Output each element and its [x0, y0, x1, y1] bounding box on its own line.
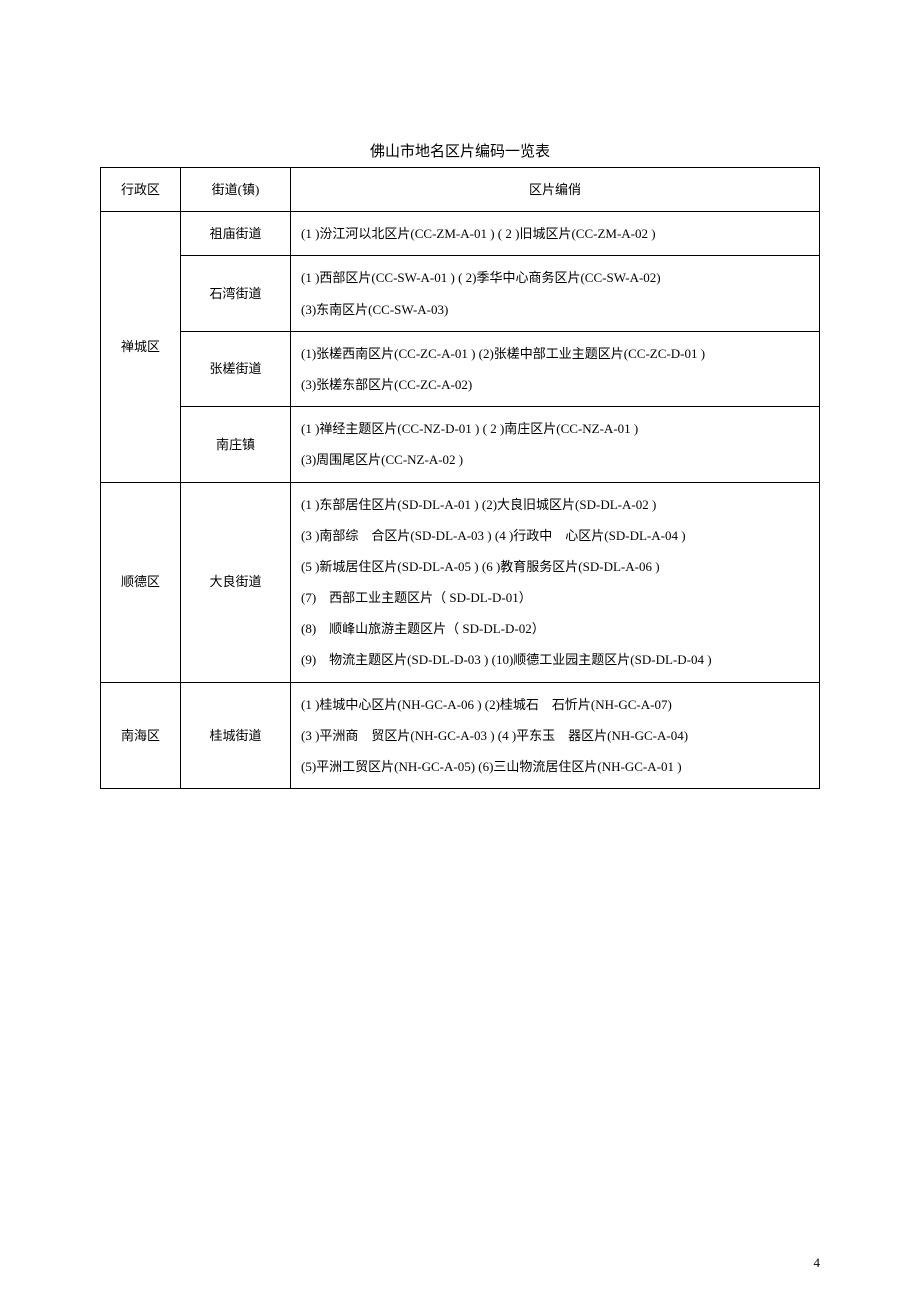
code-cell: (1 )汾江河以北区片(CC-ZM-A-01 ) ( 2 )旧城区片(CC-ZM… — [291, 212, 820, 256]
codes-table: 行政区 街道(镇) 区片编俏 禅城区祖庙街道(1 )汾江河以北区片(CC-ZM-… — [100, 167, 820, 789]
street-cell: 大良街道 — [181, 482, 291, 682]
code-cell: (1)张槎西南区片(CC-ZC-A-01 ) (2)张槎中部工业主题区片(CC-… — [291, 331, 820, 406]
table-header-row: 行政区 街道(镇) 区片编俏 — [101, 168, 820, 212]
code-cell: (1 )西部区片(CC-SW-A-01 ) ( 2)季华中心商务区片(CC-SW… — [291, 256, 820, 331]
page-number: 4 — [814, 1255, 821, 1271]
document-page: 佛山市地名区片编码一览表 行政区 街道(镇) 区片编俏 禅城区祖庙街道(1 )汾… — [0, 0, 920, 1301]
table-row: 张槎街道(1)张槎西南区片(CC-ZC-A-01 ) (2)张槎中部工业主题区片… — [101, 331, 820, 406]
code-cell: (1 )东部居住区片(SD-DL-A-01 ) (2)大良旧城区片(SD-DL-… — [291, 482, 820, 682]
street-cell: 南庄镇 — [181, 407, 291, 482]
code-cell: (1 )桂城中心区片(NH-GC-A-06 ) (2)桂城石 石忻片(NH-GC… — [291, 682, 820, 789]
street-cell: 桂城街道 — [181, 682, 291, 789]
table-row: 南海区桂城街道(1 )桂城中心区片(NH-GC-A-06 ) (2)桂城石 石忻… — [101, 682, 820, 789]
table-row: 南庄镇(1 )禅经主题区片(CC-NZ-D-01 ) ( 2 )南庄区片(CC-… — [101, 407, 820, 482]
col-header-district: 行政区 — [101, 168, 181, 212]
district-cell: 南海区 — [101, 682, 181, 789]
table-title: 佛山市地名区片编码一览表 — [100, 140, 820, 161]
street-cell: 祖庙街道 — [181, 212, 291, 256]
table-row: 石湾街道(1 )西部区片(CC-SW-A-01 ) ( 2)季华中心商务区片(C… — [101, 256, 820, 331]
street-cell: 张槎街道 — [181, 331, 291, 406]
col-header-street: 街道(镇) — [181, 168, 291, 212]
street-cell: 石湾街道 — [181, 256, 291, 331]
table-row: 禅城区祖庙街道(1 )汾江河以北区片(CC-ZM-A-01 ) ( 2 )旧城区… — [101, 212, 820, 256]
district-cell: 顺德区 — [101, 482, 181, 682]
code-cell: (1 )禅经主题区片(CC-NZ-D-01 ) ( 2 )南庄区片(CC-NZ-… — [291, 407, 820, 482]
table-row: 顺德区大良街道(1 )东部居住区片(SD-DL-A-01 ) (2)大良旧城区片… — [101, 482, 820, 682]
col-header-code: 区片编俏 — [291, 168, 820, 212]
district-cell: 禅城区 — [101, 212, 181, 482]
